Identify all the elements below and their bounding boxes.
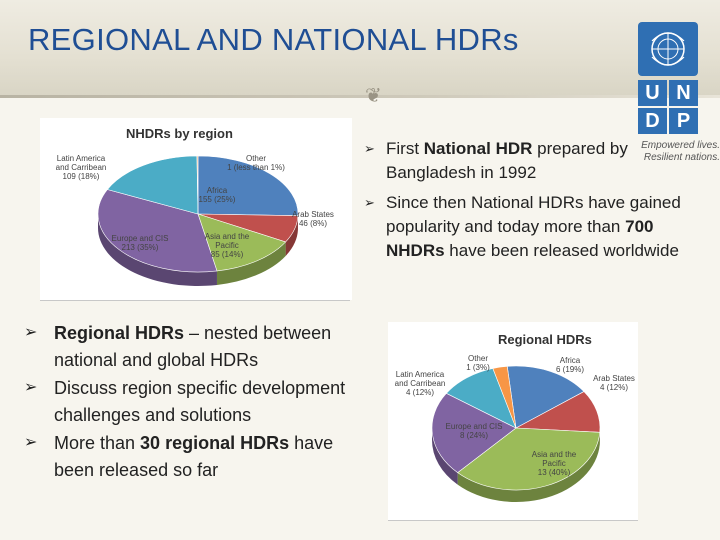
logo-letter: D — [638, 108, 667, 134]
arrow-bullet-icon: ➢ — [364, 195, 375, 210]
undp-letters: U N D P — [638, 80, 698, 134]
arrow-bullet-icon: ➢ — [24, 324, 38, 341]
chart-title: NHDRs by region — [126, 126, 233, 141]
slice-label: Latin America and Carribean 4 (12%) — [394, 370, 446, 397]
regional-chart: Regional HDRs Other 1 (3%) Africa 6 (19%… — [388, 322, 638, 520]
slice-label: Europe and CIS 213 (35%) — [111, 234, 169, 252]
bullet-text: Discuss region specific development chal… — [54, 378, 346, 425]
slice-label: Latin America and Carribean 109 (18%) — [55, 154, 107, 181]
pie-slice-side — [285, 215, 298, 256]
chart-title: Regional HDRs — [498, 332, 592, 347]
bullet-emphasis: Regional HDRs — [54, 323, 185, 343]
pie-slice-other — [492, 366, 517, 429]
arrow-bullet-icon: ➢ — [24, 379, 38, 396]
pie-slice-africa — [506, 365, 585, 429]
bullet-text: prepared by Bangladesh in 1992 — [386, 139, 628, 182]
bullet-item: ➢ More than 30 regional HDRs have been r… — [22, 430, 352, 483]
logo-letter: N — [669, 80, 698, 106]
slice-label: Africa 6 (19%) — [555, 356, 584, 374]
slide-header — [0, 0, 720, 95]
bullet-text: have been released so far — [54, 433, 334, 480]
tagline-line: Empowered lives. — [641, 140, 720, 151]
bullet-text: have been released worldwide — [444, 241, 679, 260]
bullet-text: First — [386, 139, 424, 158]
slice-label: Arab States 46 (8%) — [292, 210, 334, 228]
logo-letter: U — [638, 80, 667, 106]
slice-label: Other 1 (less than 1%) — [227, 154, 285, 172]
slice-label: Africa 155 (25%) — [198, 186, 236, 204]
pie-slice-africa — [197, 155, 299, 216]
pie-slice-side — [98, 214, 217, 286]
bullet-item: ➢ Regional HDRs – nested between nationa… — [22, 320, 352, 373]
bullet-emphasis: National HDR — [423, 139, 533, 158]
rope-knot-icon: ❦ — [365, 85, 382, 107]
pie-slice-europe-and-cis — [97, 189, 218, 273]
slide-title: REGIONAL AND NATIONAL HDRs — [28, 22, 519, 57]
nhdr-chart: NHDRs by region Latin America and Carrib… — [40, 118, 352, 300]
bullet-item: ➢ Since then National HDRs have gained p… — [362, 191, 702, 263]
pie-slice-side — [216, 241, 286, 285]
regional-hdr-bullets: ➢ Regional HDRs – nested between nationa… — [22, 320, 352, 485]
arrow-bullet-icon: ➢ — [364, 141, 375, 156]
regional-pie-chart — [431, 365, 601, 502]
slice-label: Asia and the Pacific 85 (14%) — [204, 232, 250, 259]
bullet-item: ➢ First National HDR prepared by Banglad… — [362, 137, 702, 185]
slice-label: Arab States 4 (12%) — [593, 374, 635, 392]
pie-slice-latin-america-and-carribean — [106, 155, 199, 215]
un-emblem-icon — [638, 22, 698, 76]
tagline-line: Resilient nations. — [643, 152, 720, 163]
logo-letter: P — [669, 108, 698, 134]
nhdr-pie-chart — [97, 155, 299, 286]
chart-underline — [40, 300, 350, 301]
bullet-emphasis: 700 NHDRs — [386, 217, 654, 260]
pie-slice-side — [457, 432, 600, 502]
pie-slice-europe-and-cis — [431, 392, 517, 473]
pie-slice-side — [432, 428, 458, 485]
bullet-text: – nested between national and global HDR… — [54, 323, 332, 370]
slice-label: Other 1 (3%) — [466, 354, 490, 372]
bullet-item: ➢ Discuss region specific development ch… — [22, 375, 352, 428]
slice-label: Asia and the Pacific 13 (40%) — [531, 450, 577, 477]
undp-logo: U N D P — [632, 22, 704, 134]
pie-slice-asia-and-the-pacific — [457, 427, 601, 491]
header-divider — [0, 95, 720, 98]
slice-label: Europe and CIS 8 (24%) — [445, 422, 503, 440]
pie-slice-other — [196, 155, 199, 215]
chart-underline — [388, 520, 638, 521]
bullet-emphasis: 30 regional HDRs — [140, 433, 290, 453]
arrow-bullet-icon: ➢ — [24, 434, 38, 451]
bullet-text: Since then National HDRs have gained pop… — [386, 193, 681, 236]
pie-slice-asia-and-the-pacific — [197, 213, 287, 272]
national-hdr-bullets: ➢ First National HDR prepared by Banglad… — [362, 137, 702, 269]
logo-tagline: Empowered lives. Resilient nations. — [610, 140, 720, 164]
bullet-text: More than — [54, 433, 141, 453]
